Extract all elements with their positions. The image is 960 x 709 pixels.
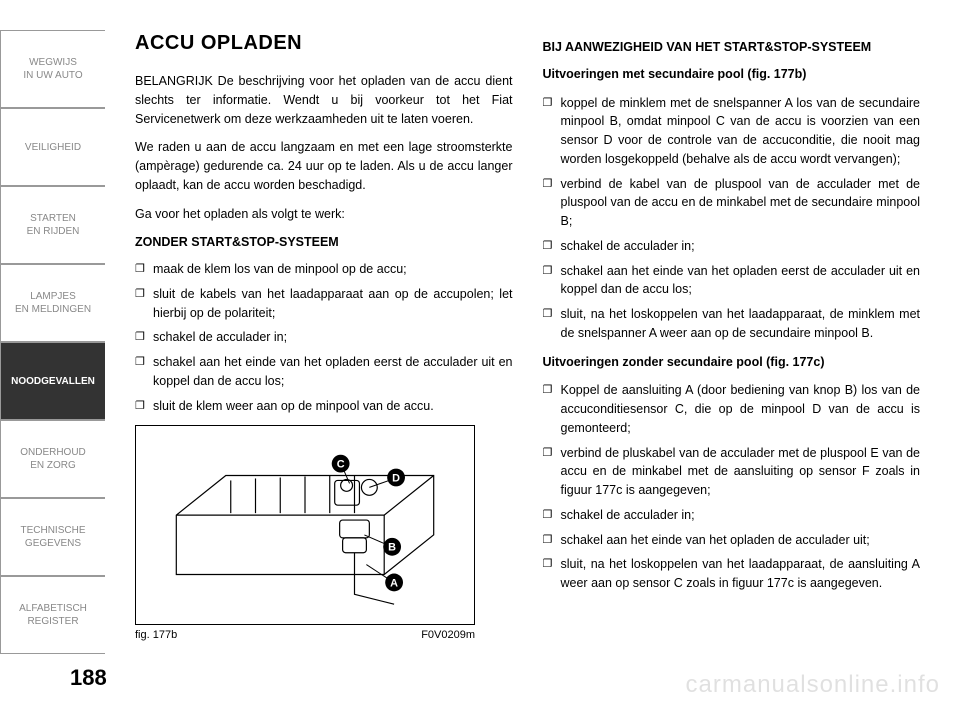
callout-a: A [390, 578, 398, 590]
sidebar-tab[interactable]: WEGWIJSIN UW AUTO [0, 30, 105, 108]
sidebar-tab[interactable]: STARTENEN RIJDEN [0, 186, 105, 264]
subheading: Uitvoeringen met secundaire pool (fig. 1… [543, 65, 921, 84]
figure-caption: fig. 177b F0V0209m [135, 627, 475, 644]
sidebar-tab[interactable]: TECHNISCHEGEGEVENS [0, 498, 105, 576]
list-item: maak de klem los van de minpool op de ac… [135, 260, 513, 279]
watermark: carmanualsonline.info [686, 671, 940, 699]
page-number: 188 [70, 665, 107, 691]
paragraph: BELANGRIJK De beschrijving voor het opla… [135, 72, 513, 128]
subheading: ZONDER START&STOP-SYSTEEM [135, 233, 513, 252]
list-item: sluit de kabels van het laadapparaat aan… [135, 285, 513, 323]
list-item: schakel aan het einde van het opladen ee… [543, 262, 921, 300]
sidebar-tab[interactable]: ALFABETISCHREGISTER [0, 576, 105, 654]
callout-b: B [388, 542, 396, 554]
paragraph: Ga voor het opladen als volgt te werk: [135, 205, 513, 224]
subheading: BIJ AANWEZIGHEID VAN HET START&STOP-SYST… [543, 38, 921, 57]
list-item: Koppel de aansluiting A (door bediening … [543, 381, 921, 437]
sidebar-tab[interactable]: LAMPJESEN MELDINGEN [0, 264, 105, 342]
list-item: sluit de klem weer aan op de minpool van… [135, 397, 513, 416]
sidebar-tab[interactable]: VEILIGHEID [0, 108, 105, 186]
list-item: schakel de acculader in; [543, 506, 921, 525]
callout-c: C [337, 459, 345, 471]
bullet-list: Koppel de aansluiting A (door bediening … [543, 381, 921, 593]
list-item: sluit, na het loskoppelen van het laadap… [543, 555, 921, 593]
list-item: schakel de acculader in; [135, 328, 513, 347]
bullet-list: koppel de minklem met de snelspanner A l… [543, 94, 921, 343]
paragraph: We raden u aan de accu langzaam en met e… [135, 138, 513, 194]
figure-code: F0V0209m [421, 627, 475, 644]
bullet-list: maak de klem los van de minpool op de ac… [135, 260, 513, 415]
figure-battery: A B C D [135, 425, 475, 625]
list-item: schakel aan het einde van het opladen de… [543, 531, 921, 550]
list-item: schakel de acculader in; [543, 237, 921, 256]
battery-diagram-svg: A B C D [136, 426, 474, 624]
list-item: verbind de kabel van de pluspool van de … [543, 175, 921, 231]
right-column: BIJ AANWEZIGHEID VAN HET START&STOP-SYST… [543, 28, 921, 689]
page-title: ACCU OPLADEN [135, 28, 513, 58]
main-content: ACCU OPLADEN BELANGRIJK De beschrijving … [105, 0, 960, 709]
subheading: Uitvoeringen zonder secundaire pool (fig… [543, 353, 921, 372]
sidebar-tab[interactable]: ONDERHOUDEN ZORG [0, 420, 105, 498]
list-item: koppel de minklem met de snelspanner A l… [543, 94, 921, 169]
list-item: verbind de pluskabel van de acculader me… [543, 444, 921, 500]
sidebar-tab[interactable]: NOODGEVALLEN [0, 342, 105, 420]
callout-d: D [392, 473, 400, 485]
figure-label: fig. 177b [135, 627, 177, 644]
list-item: sluit, na het loskoppelen van het laadap… [543, 305, 921, 343]
left-column: ACCU OPLADEN BELANGRIJK De beschrijving … [135, 28, 513, 689]
sidebar-tabs: WEGWIJSIN UW AUTOVEILIGHEIDSTARTENEN RIJ… [0, 0, 105, 709]
list-item: schakel aan het einde van het opladen ee… [135, 353, 513, 391]
